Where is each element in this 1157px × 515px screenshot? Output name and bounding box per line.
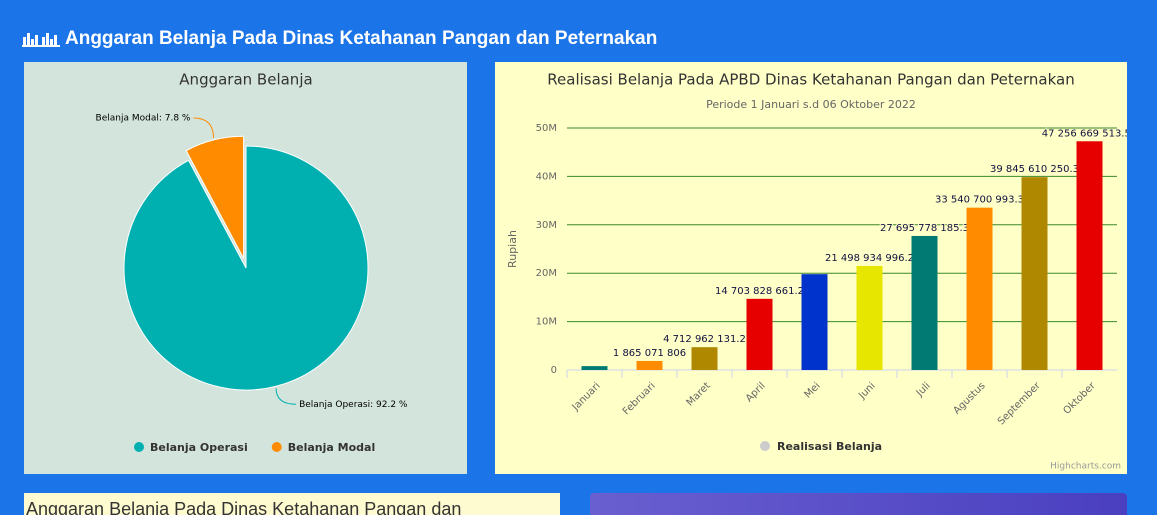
- bar: [801, 274, 828, 370]
- y-tick-label: 10M: [536, 317, 557, 328]
- y-tick-label: 50M: [536, 123, 557, 134]
- y-tick-label: 30M: [536, 220, 557, 231]
- legend-marker: [760, 441, 770, 451]
- bar: [1021, 177, 1048, 370]
- connector: [275, 388, 297, 405]
- bar: [966, 207, 993, 370]
- legend-marker: [271, 442, 282, 452]
- connector: [193, 117, 214, 139]
- bar: [746, 298, 773, 370]
- bar-chart: Realisasi Belanja Pada APBD Dinas Ketaha…: [495, 62, 1127, 474]
- data-label: 1 865 071 806: [613, 348, 686, 359]
- chart-icon: [22, 33, 60, 47]
- pie-slice: [123, 145, 369, 391]
- y-tick-label: 0: [551, 365, 557, 376]
- data-label: 33 540 700 993.3: [935, 195, 1024, 206]
- pie-slice: [185, 135, 245, 259]
- header-title: Anggaran Belanja Pada Dinas Ketahanan Pa…: [65, 28, 658, 49]
- legend-label: Belanja Operasi: [150, 441, 248, 454]
- y-axis-label: Rupiah: [506, 230, 519, 268]
- data-label: Belanja Operasi: 92.2 %: [299, 400, 408, 410]
- data-label: Belanja Modal: 7.8 %: [96, 114, 191, 124]
- bar: [636, 360, 663, 370]
- chart-subtitle: Periode 1 Januari s.d 06 Oktober 2022: [706, 98, 916, 111]
- bar: [856, 265, 883, 370]
- y-tick-label: 20M: [536, 268, 557, 279]
- chart-title: Anggaran Belanja: [179, 71, 312, 89]
- purple-card: [590, 493, 1127, 515]
- bar: [581, 366, 608, 370]
- data-label: 14 703 828 661.2: [715, 286, 804, 297]
- bar: [1076, 141, 1103, 370]
- bottom-card: Anggaran Belanja Pada Dinas Ketahanan Pa…: [24, 493, 560, 515]
- bar: [911, 235, 938, 370]
- y-tick-label: 40M: [536, 171, 557, 182]
- legend-label: Belanja Modal: [288, 441, 375, 454]
- legend-label: Realisasi Belanja: [777, 440, 882, 453]
- data-label: 4 712 962 131.2: [663, 334, 746, 345]
- card-title: Anggaran Belanja Pada Dinas Ketahanan Pa…: [26, 499, 462, 515]
- chart-title: Realisasi Belanja Pada APBD Dinas Ketaha…: [547, 71, 1074, 89]
- data-label: 27 695 778 185.3: [880, 223, 969, 234]
- data-label: 39 845 610 250.3: [990, 164, 1079, 175]
- header: Anggaran Belanja Pada Dinas Ketahanan Pa…: [22, 28, 657, 50]
- pie-chart: Anggaran Belanja Belanja Operasi: 92.2 %…: [24, 62, 467, 474]
- data-label: 47 256 669 513.59: [1042, 128, 1127, 139]
- bar: [691, 347, 718, 370]
- credits: Highcharts.com: [1050, 462, 1121, 472]
- legend-marker: [134, 442, 144, 452]
- data-label: 21 498 934 996.2: [825, 253, 914, 264]
